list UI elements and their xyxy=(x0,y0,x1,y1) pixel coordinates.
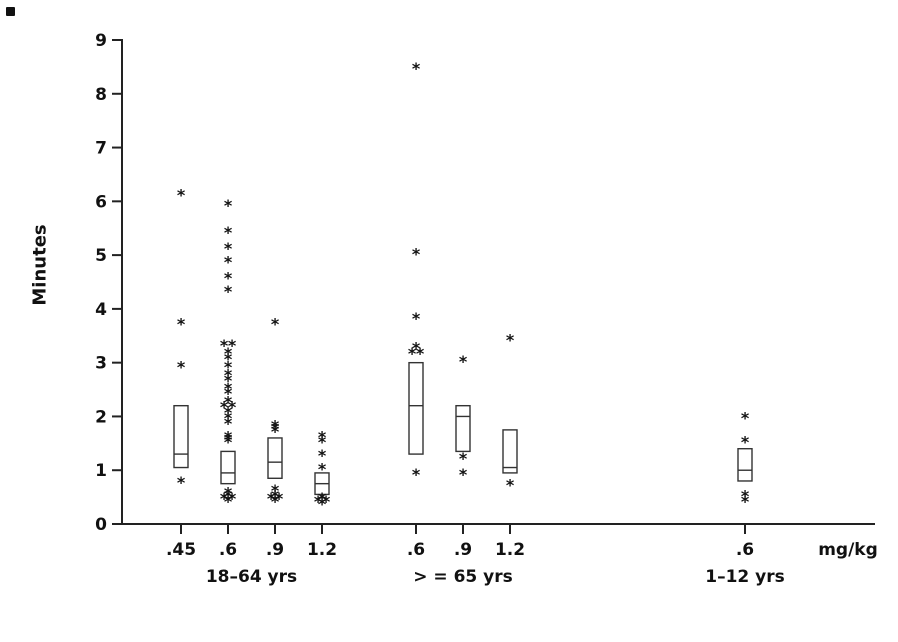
box xyxy=(267,437,283,479)
outlier-marker: * xyxy=(741,486,750,505)
outlier-marker: * xyxy=(228,336,237,355)
y-tick-label: 1 xyxy=(95,461,107,481)
outlier-marker: * xyxy=(177,314,186,333)
x-tick-label: .9 xyxy=(454,540,472,560)
box xyxy=(173,404,189,469)
outlier-marker: * xyxy=(228,398,237,417)
outlier-marker: * xyxy=(224,223,233,242)
box xyxy=(220,450,236,485)
outlier-marker: * xyxy=(408,344,417,363)
outlier-marker: * xyxy=(459,352,468,371)
outlier-marker: * xyxy=(224,357,233,376)
y-tick-label: 6 xyxy=(95,192,107,212)
outlier-marker: * xyxy=(224,365,233,384)
outlier-marker: * xyxy=(741,433,750,452)
outlier-marker: * xyxy=(224,371,233,390)
outlier-marker: * xyxy=(271,492,280,511)
outlier-marker: * xyxy=(271,314,280,333)
outlier-marker: * xyxy=(224,403,233,422)
x-tick-label: .9 xyxy=(266,540,284,560)
outlier-marker: * xyxy=(224,433,233,452)
outlier-marker: * xyxy=(224,239,233,258)
outlier-marker: * xyxy=(271,417,280,436)
outlier-marker: * xyxy=(741,492,750,511)
outlier-marker: * xyxy=(224,427,233,446)
x-tick-label: .6 xyxy=(736,540,754,560)
box xyxy=(408,361,424,455)
y-tick-label: 4 xyxy=(95,300,107,320)
outlier-marker: * xyxy=(271,422,280,441)
outlier-marker: * xyxy=(220,489,229,508)
outlier-marker: * xyxy=(224,384,233,403)
outlier-marker: * xyxy=(177,185,186,204)
outlier-marker: * xyxy=(271,419,280,438)
box xyxy=(455,404,471,453)
outlier-marker: * xyxy=(224,486,233,505)
outlier-marker: * xyxy=(228,489,237,508)
outlier-marker: * xyxy=(177,357,186,376)
y-tick-label: 2 xyxy=(95,407,107,427)
outlier-marker: * xyxy=(322,492,331,511)
outlier-marker: * xyxy=(220,336,229,355)
outlier-marker: * xyxy=(318,494,327,513)
outlier-marker: * xyxy=(224,269,233,288)
outlier-marker: * xyxy=(267,489,276,508)
outlier-marker: * xyxy=(224,408,233,427)
outlier-marker: * xyxy=(318,446,327,465)
y-tick-label: 0 xyxy=(95,515,107,535)
outlier-marker: * xyxy=(224,196,233,215)
outlier-marker: * xyxy=(459,465,468,484)
outlier-marker: * xyxy=(459,449,468,468)
outlier-marker: * xyxy=(318,489,327,508)
x-tick-label: .6 xyxy=(219,540,237,560)
group-label: 1–12 yrs xyxy=(705,567,785,587)
y-tick-label: 8 xyxy=(95,85,107,105)
x-tick-label: .6 xyxy=(407,540,425,560)
outlier-marker: * xyxy=(271,481,280,500)
box xyxy=(502,429,518,474)
outlier-marker: * xyxy=(224,484,233,503)
outlier-marker: * xyxy=(224,282,233,301)
outlier-marker: * xyxy=(318,433,327,452)
outlier-marker: * xyxy=(224,344,233,363)
outlier-marker: * xyxy=(412,465,421,484)
outlier-marker: * xyxy=(412,339,421,358)
y-tick-label: 5 xyxy=(95,246,107,266)
outlier-marker: * xyxy=(412,244,421,263)
outlier-marker: * xyxy=(412,59,421,78)
x-tick-label: .45 xyxy=(166,540,196,560)
outlier-marker: * xyxy=(412,309,421,328)
outlier-marker: * xyxy=(224,349,233,368)
outlier-marker: * xyxy=(224,379,233,398)
outlier-marker: * xyxy=(224,252,233,271)
x-tick-label: 1.2 xyxy=(307,540,337,560)
outlier-marker: * xyxy=(271,486,280,505)
outlier-marker: * xyxy=(314,492,323,511)
outlier-marker: * xyxy=(224,430,233,449)
x-unit-label: mg/kg xyxy=(818,540,878,560)
y-tick-label: 7 xyxy=(95,139,107,159)
outlier-marker: * xyxy=(506,330,515,349)
outlier-marker: * xyxy=(220,398,229,417)
outlier-marker: * xyxy=(416,344,425,363)
group-label: 18–64 yrs xyxy=(206,567,297,587)
outlier-marker: * xyxy=(224,492,233,511)
outlier-marker: * xyxy=(318,427,327,446)
corner-artifact xyxy=(6,7,15,16)
outlier-marker: * xyxy=(275,489,284,508)
box xyxy=(737,448,753,482)
outlier-marker: * xyxy=(506,476,515,495)
outlier-marker: * xyxy=(224,392,233,411)
y-tick-label: 9 xyxy=(95,31,107,51)
outlier-marker: * xyxy=(318,460,327,479)
x-tick-label: 1.2 xyxy=(495,540,525,560)
y-tick-label: 3 xyxy=(95,354,107,374)
outlier-marker: * xyxy=(741,408,750,427)
outlier-marker: * xyxy=(224,414,233,433)
group-label: > = 65 yrs xyxy=(413,567,513,587)
outlier-marker: * xyxy=(177,473,186,492)
